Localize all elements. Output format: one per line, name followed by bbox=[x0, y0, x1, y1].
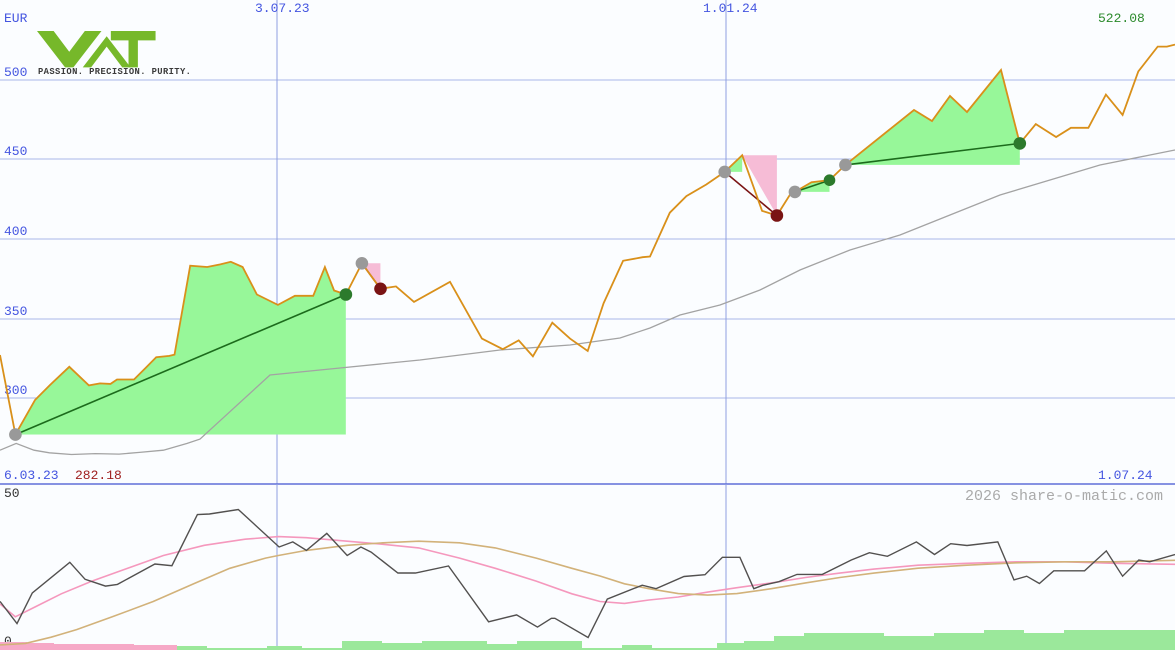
svg-text:282.18: 282.18 bbox=[75, 468, 122, 483]
svg-text:3.07.23: 3.07.23 bbox=[255, 1, 310, 16]
svg-text:450: 450 bbox=[4, 144, 27, 159]
svg-text:500: 500 bbox=[4, 65, 27, 80]
svg-text:1.07.24: 1.07.24 bbox=[1098, 468, 1153, 483]
svg-text:PASSION. PRECISION. PURITY.: PASSION. PRECISION. PURITY. bbox=[38, 67, 191, 77]
svg-text:6.03.23: 6.03.23 bbox=[4, 468, 59, 483]
svg-text:350: 350 bbox=[4, 304, 27, 319]
svg-text:400: 400 bbox=[4, 224, 27, 239]
svg-text:2026 share-o-matic.com: 2026 share-o-matic.com bbox=[965, 488, 1163, 505]
svg-text:1.01.24: 1.01.24 bbox=[703, 1, 758, 16]
svg-text:50: 50 bbox=[4, 486, 20, 501]
svg-text:522.08: 522.08 bbox=[1098, 11, 1145, 26]
svg-text:EUR: EUR bbox=[4, 11, 28, 26]
